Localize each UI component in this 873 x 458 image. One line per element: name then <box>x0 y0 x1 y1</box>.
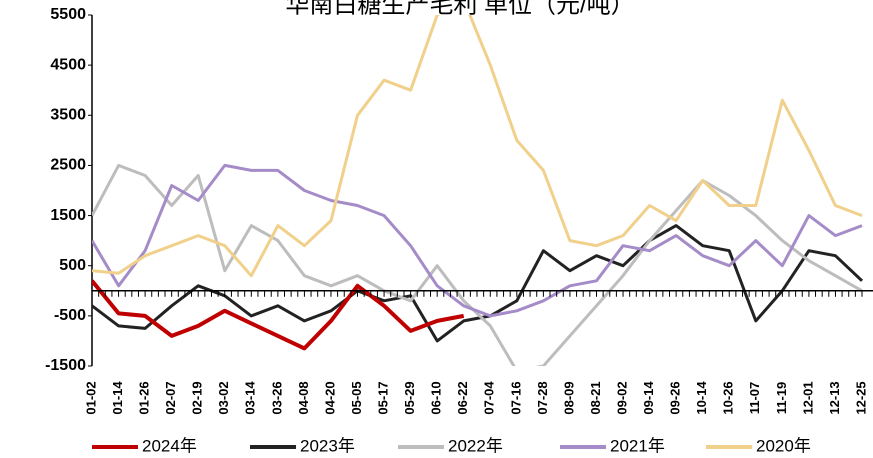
x-tick-label: 06-22 <box>455 381 470 414</box>
x-tick-label: 05-05 <box>349 381 364 414</box>
series-line <box>92 163 863 366</box>
y-tick-label: -500 <box>54 307 86 324</box>
x-tick-label: 10-26 <box>721 381 736 414</box>
x-tick-label: 04-20 <box>322 381 337 414</box>
legend-label: 2021年 <box>610 436 665 455</box>
series-line <box>92 163 863 318</box>
x-tick-label: 02-07 <box>163 381 178 414</box>
plot-area <box>92 15 864 366</box>
legend-label: 2024年 <box>142 436 197 455</box>
y-tick-label: 4500 <box>50 56 86 73</box>
y-tick-label: 3500 <box>50 107 86 124</box>
chart-title: 华南白糖生产毛利 单位（元/吨） <box>285 0 634 18</box>
x-tick-label: 01-02 <box>83 381 98 414</box>
legend-label: 2020年 <box>756 436 811 455</box>
x-tick-label: 02-19 <box>190 381 205 414</box>
y-tick-label: 1500 <box>50 207 86 224</box>
x-tick-label: 07-04 <box>482 381 497 415</box>
x-tick-label: 05-17 <box>376 381 391 414</box>
series-line <box>92 279 465 351</box>
y-tick-label: -1500 <box>45 357 86 374</box>
x-tick-label: 10-14 <box>694 381 709 415</box>
x-tick-label: 03-26 <box>269 381 284 414</box>
x-tick-label: 06-10 <box>429 381 444 414</box>
x-tick-label: 07-16 <box>508 381 523 414</box>
legend-label: 2022年 <box>448 436 503 455</box>
x-tick-label: 09-02 <box>614 381 629 414</box>
x-tick-label: 09-14 <box>641 381 656 415</box>
x-tick-label: 09-26 <box>668 381 683 414</box>
y-tick-label: 5500 <box>50 6 86 23</box>
x-tick-label: 08-09 <box>561 381 576 414</box>
x-tick-label: 12-13 <box>827 381 842 414</box>
x-tick-label: 07-28 <box>535 381 550 414</box>
y-tick-label: 500 <box>59 257 86 274</box>
x-tick-label: 03-02 <box>216 381 231 414</box>
x-tick-label: 01-14 <box>110 381 125 415</box>
x-tick-label: 12-25 <box>853 381 868 414</box>
x-tick-label: 04-08 <box>296 381 311 414</box>
x-tick-label: 08-21 <box>588 381 603 414</box>
x-tick-label: 12-01 <box>800 381 815 414</box>
x-tick-label: 11-07 <box>747 382 762 415</box>
x-tick-label: 05-29 <box>402 381 417 414</box>
x-tick-label: 11-19 <box>774 382 789 415</box>
x-tick-label: 01-26 <box>137 381 152 414</box>
series-line <box>92 224 864 343</box>
x-tick-label: 03-14 <box>243 381 258 415</box>
series-line <box>92 15 863 278</box>
y-tick-label: 2500 <box>50 157 86 174</box>
legend-label: 2023年 <box>300 436 355 455</box>
